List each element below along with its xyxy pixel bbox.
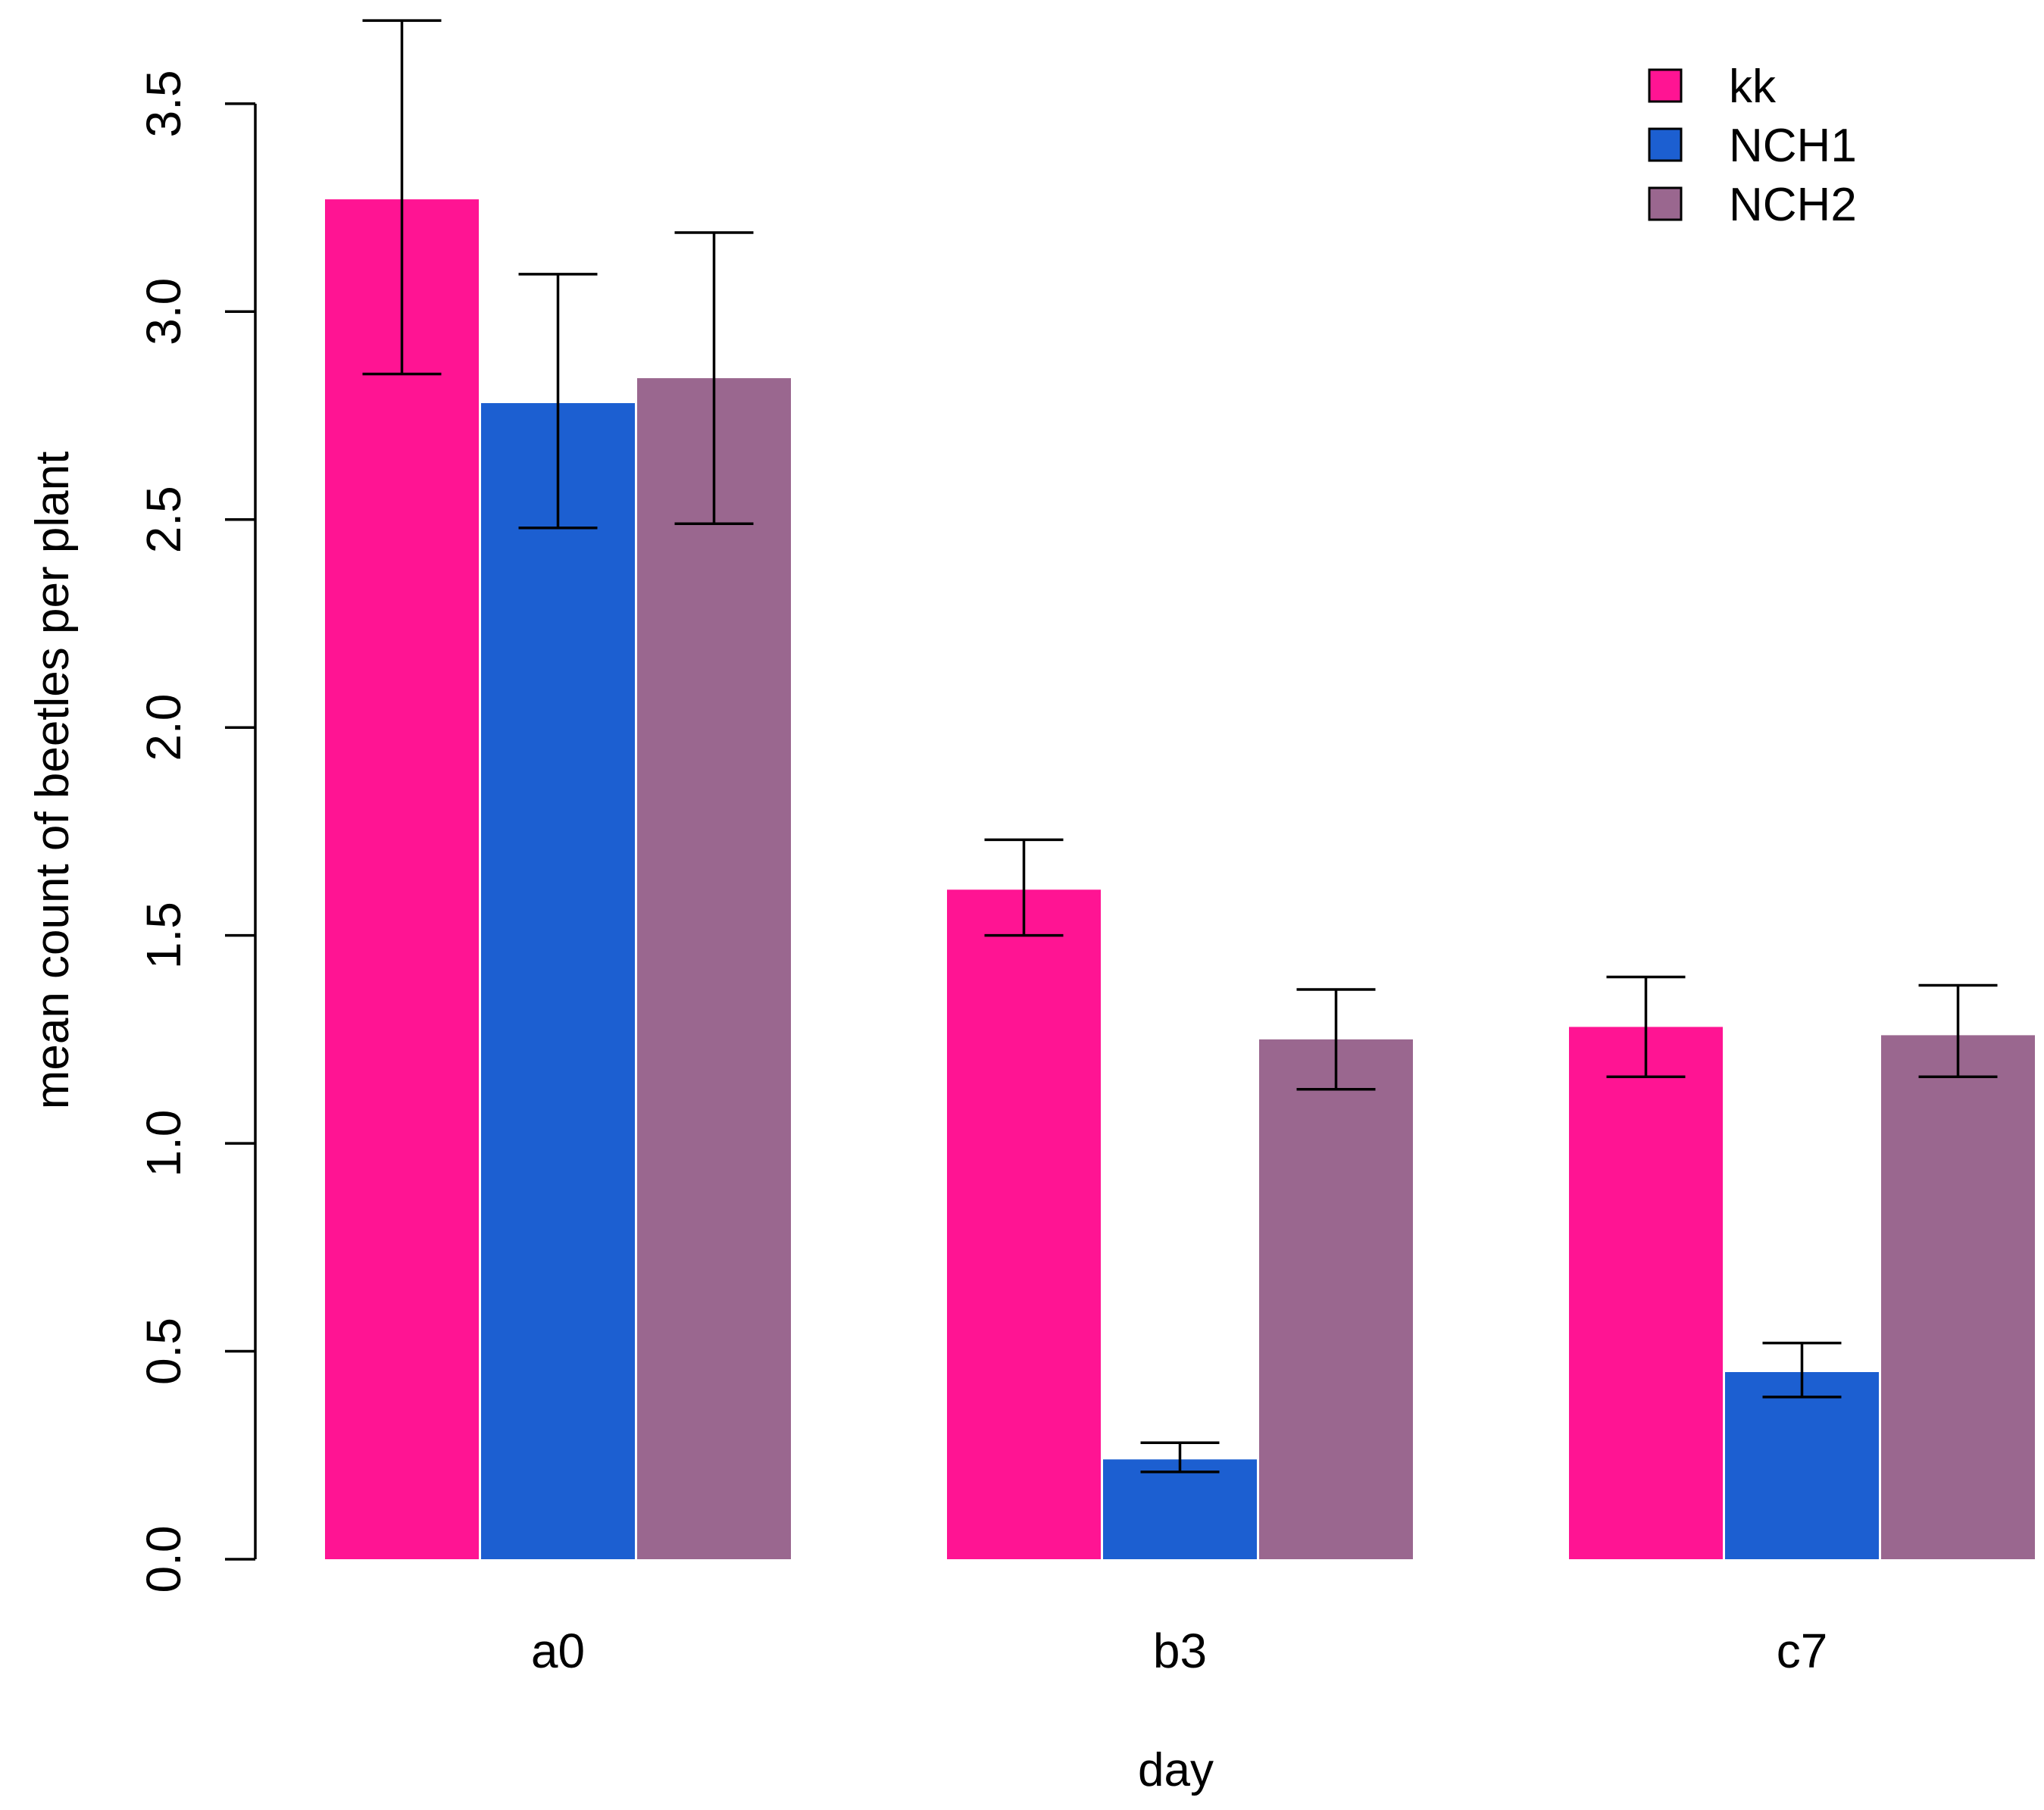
error-bar-nch2-c7	[1918, 983, 1998, 1079]
y-tick-label: 1.5	[136, 902, 191, 969]
bar-nch1-b3	[1103, 1459, 1257, 1559]
error-bar-nch1-a0	[518, 273, 598, 530]
legend: kk NCH1 NCH2	[1648, 61, 1857, 231]
x-axis-title: day	[1138, 1744, 1214, 1796]
x-category-label: c7	[1777, 1624, 1828, 1678]
error-bars-group	[362, 19, 1998, 1474]
legend-label: kk	[1729, 61, 1777, 113]
legend-swatch	[1648, 186, 1683, 221]
y-axis: 0.0 0.5 1.0 1.5 2.0 2.5 3.0 3.5	[136, 70, 257, 1593]
legend-item-nch1: NCH1	[1648, 120, 1857, 172]
x-category-label: b3	[1153, 1624, 1207, 1678]
y-tick-label: 0.5	[136, 1318, 191, 1385]
legend-label: NCH1	[1729, 120, 1857, 172]
bar-kk-c7	[1569, 1027, 1723, 1559]
bars-group	[325, 199, 2035, 1560]
x-axis: a0 b3 c7	[531, 1624, 1827, 1678]
legend-swatch	[1648, 127, 1683, 162]
bar-kk-b3	[947, 889, 1101, 1559]
error-bar-nch1-c7	[1762, 1341, 1842, 1399]
y-axis-title: mean count of beetles per plant	[27, 452, 79, 1110]
y-tick-label: 3.5	[136, 70, 191, 137]
error-bar-kk-c7	[1606, 975, 1686, 1079]
bar-nch2-c7	[1881, 1035, 2035, 1559]
legend-item-nch2: NCH2	[1648, 179, 1857, 231]
bar-nch2-a0	[637, 378, 791, 1559]
bar-nch1-c7	[1725, 1371, 1879, 1559]
error-bar-nch1-b3	[1140, 1441, 1220, 1474]
y-tick-label: 1.0	[136, 1110, 191, 1177]
error-bar-kk-a0	[362, 19, 442, 376]
y-tick-label: 3.0	[136, 278, 191, 345]
legend-item-kk: kk	[1648, 61, 1777, 113]
y-tick-label: 0.0	[136, 1526, 191, 1593]
bar-nch2-b3	[1259, 1039, 1413, 1559]
error-bar-nch2-b3	[1296, 988, 1376, 1091]
legend-label: NCH2	[1729, 179, 1857, 231]
legend-swatch	[1648, 68, 1683, 103]
y-tick-label: 2.5	[136, 486, 191, 553]
error-bar-nch2-a0	[674, 231, 754, 525]
y-tick-label: 2.0	[136, 694, 191, 761]
bar-kk-a0	[325, 199, 479, 1560]
bar-nch1-a0	[481, 403, 635, 1559]
error-bar-kk-b3	[984, 838, 1064, 937]
x-category-label: a0	[531, 1624, 585, 1678]
